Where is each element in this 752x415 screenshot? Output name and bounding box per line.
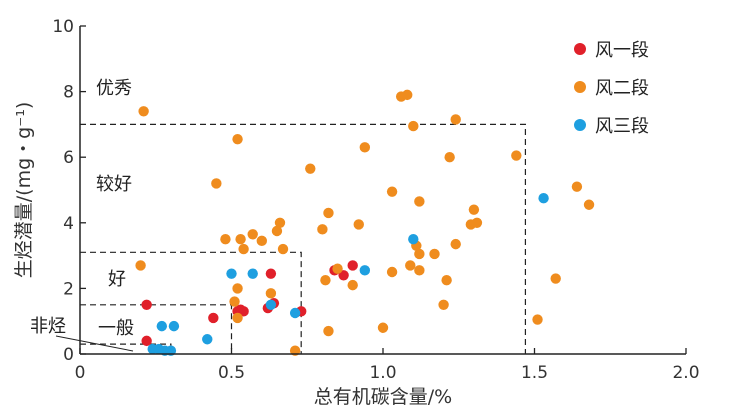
legend-label: 风一段 [595, 40, 649, 61]
data-point-series-2 [386, 266, 398, 278]
data-point-series-2 [405, 260, 416, 271]
data-point-series-3 [168, 320, 180, 332]
data-point-series-2 [450, 114, 461, 125]
classification-boundaries [80, 123, 527, 354]
data-point-series-2 [235, 234, 246, 245]
x-axis-label: 总有机碳含量/% [314, 386, 452, 408]
data-point-series-2 [583, 199, 595, 210]
x-tick-label: 2.0 [672, 363, 699, 383]
y-tick-label: 10 [52, 17, 74, 37]
data-point-series-1 [338, 270, 349, 281]
data-point-series-2 [256, 235, 267, 247]
legend-label: 风三段 [595, 116, 649, 137]
region-label-excellent: 优秀 [96, 78, 132, 99]
legend-marker [574, 119, 586, 131]
data-point-series-2 [265, 288, 277, 299]
region-label-fair: 一般 [98, 318, 134, 339]
data-point-series-2 [232, 133, 243, 145]
data-point-series-2 [471, 217, 483, 228]
data-point-series-2 [317, 224, 328, 235]
boundary-line [80, 343, 172, 354]
x-tick-label: 0 [75, 363, 86, 383]
data-point-series-2 [414, 265, 425, 276]
region-label-good: 好 [108, 269, 126, 290]
data-point-series-2 [305, 163, 316, 174]
x-tick-label: 0.5 [218, 363, 245, 383]
y-tick-label: 6 [63, 148, 74, 168]
legend-label: 风二段 [595, 78, 649, 99]
data-point-series-3 [202, 334, 213, 345]
boundary-line [80, 123, 527, 354]
region-label-non-source: 非烃 [30, 316, 66, 337]
y-tick-label: 8 [63, 83, 74, 103]
data-point-series-3 [538, 193, 549, 204]
x-ticks: 0 0.5 1.0 1.5 2.0 [75, 348, 700, 383]
data-point-series-2 [211, 178, 222, 189]
data-point-series-2 [277, 243, 289, 255]
data-point-series-3 [247, 268, 258, 279]
legend-marker [574, 43, 586, 55]
non-source-leader-line [55, 335, 134, 352]
legend-marker [574, 81, 586, 93]
data-point-series-2 [332, 263, 343, 274]
data-point-series-1 [141, 299, 152, 310]
data-point-series-2 [347, 279, 358, 291]
axes: 0 2 4 6 8 10 0 0.5 1.0 1.5 2.0 [52, 17, 699, 383]
data-point-series-2 [550, 273, 561, 284]
data-point-series-2 [402, 89, 413, 101]
data-point-series-2 [438, 299, 449, 310]
data-point-series-2 [220, 234, 231, 245]
data-point-series-2 [353, 219, 364, 230]
data-point-series-2 [386, 186, 398, 197]
data-point-series-1 [208, 312, 219, 324]
x-tick-label: 1.0 [369, 363, 396, 383]
data-point-series-2 [444, 152, 455, 163]
data-point-series-1 [141, 335, 152, 347]
data-point-series-1 [238, 306, 249, 317]
data-point-series-3 [289, 307, 301, 319]
data-point-series-3 [226, 268, 237, 279]
data-point-series-2 [247, 229, 258, 240]
data-point-series-2 [408, 120, 419, 132]
data-point-series-2 [320, 275, 331, 286]
y-tick-label: 4 [63, 214, 74, 234]
data-point-series-2 [138, 106, 149, 117]
region-label-good-plus: 较好 [96, 174, 132, 195]
data-point-series-2 [511, 150, 522, 161]
data-point-series-2 [429, 248, 440, 260]
data-point-series-2 [450, 238, 461, 250]
data-point-series-1 [347, 260, 358, 271]
data-point-series-2 [232, 283, 243, 294]
data-point-series-2 [229, 296, 240, 307]
data-point-series-2 [377, 322, 389, 333]
data-point-series-2 [359, 142, 371, 153]
data-point-series-3 [359, 265, 371, 276]
data-point-series-2 [441, 275, 452, 286]
data-point-series-2 [571, 181, 583, 192]
data-point-series-1 [265, 268, 277, 279]
data-point-series-2 [271, 225, 283, 237]
data-point-series-2 [274, 217, 286, 228]
data-point-series-2 [414, 248, 425, 260]
data-point-series-2 [532, 314, 543, 325]
data-point-series-2 [323, 207, 334, 219]
y-tick-label: 0 [63, 345, 74, 365]
data-point-series-2 [232, 312, 243, 324]
data-point-series-2 [135, 260, 146, 271]
data-point-series-3 [156, 320, 168, 332]
data-point-series-2 [414, 196, 425, 207]
y-tick-label: 2 [63, 279, 74, 299]
data-point-series-2 [238, 243, 249, 255]
data-point-series-3 [265, 299, 277, 310]
data-points [135, 89, 595, 356]
y-ticks: 0 2 4 6 8 10 [52, 17, 86, 365]
y-axis-label: 生烃潜量/(mg・g⁻¹) [13, 102, 35, 279]
data-point-series-3 [408, 234, 419, 245]
x-tick-label: 1.5 [521, 363, 548, 383]
data-point-series-2 [468, 204, 480, 215]
data-point-series-2 [323, 325, 334, 337]
boundary-line [80, 251, 302, 354]
